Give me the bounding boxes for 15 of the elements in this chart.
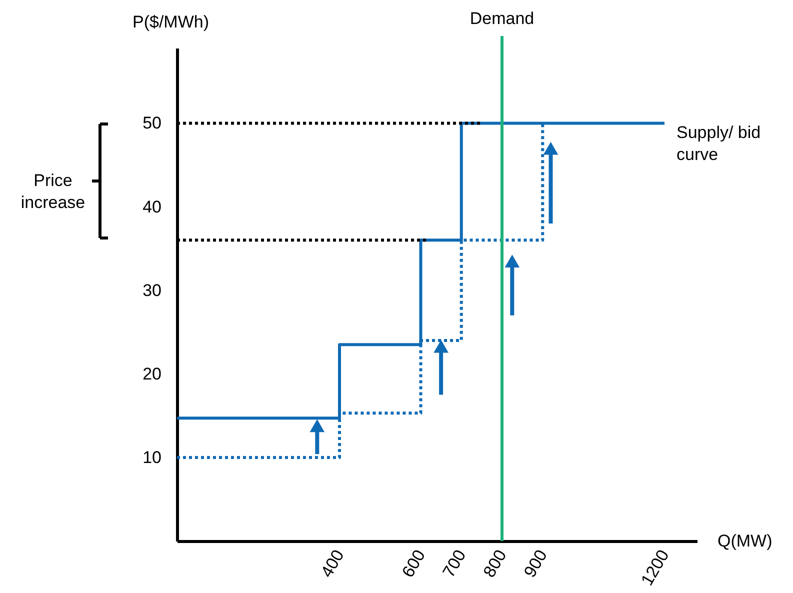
y-tick-label: 20 — [142, 364, 162, 384]
y-tick-label: 10 — [142, 448, 162, 467]
y-tick-label: 30 — [142, 280, 162, 300]
x-tick-label: 900 — [520, 546, 551, 581]
y-tick-label: 50 — [142, 114, 162, 133]
x-tick-label: 800 — [480, 546, 510, 581]
text: Price increase — [20, 171, 86, 212]
x-axis-title: Q(MW) — [718, 532, 772, 550]
annotation: Supply/ bid curve — [676, 123, 761, 164]
x-tick-label: 400 — [317, 546, 348, 581]
y-tick-label: 40 — [142, 197, 162, 216]
y-axis-title: P($/MWh) — [132, 12, 209, 32]
x-tick-label: 700 — [439, 546, 470, 581]
ref-line-label: Demand — [470, 9, 534, 28]
x-tick-label: 600 — [398, 546, 430, 581]
